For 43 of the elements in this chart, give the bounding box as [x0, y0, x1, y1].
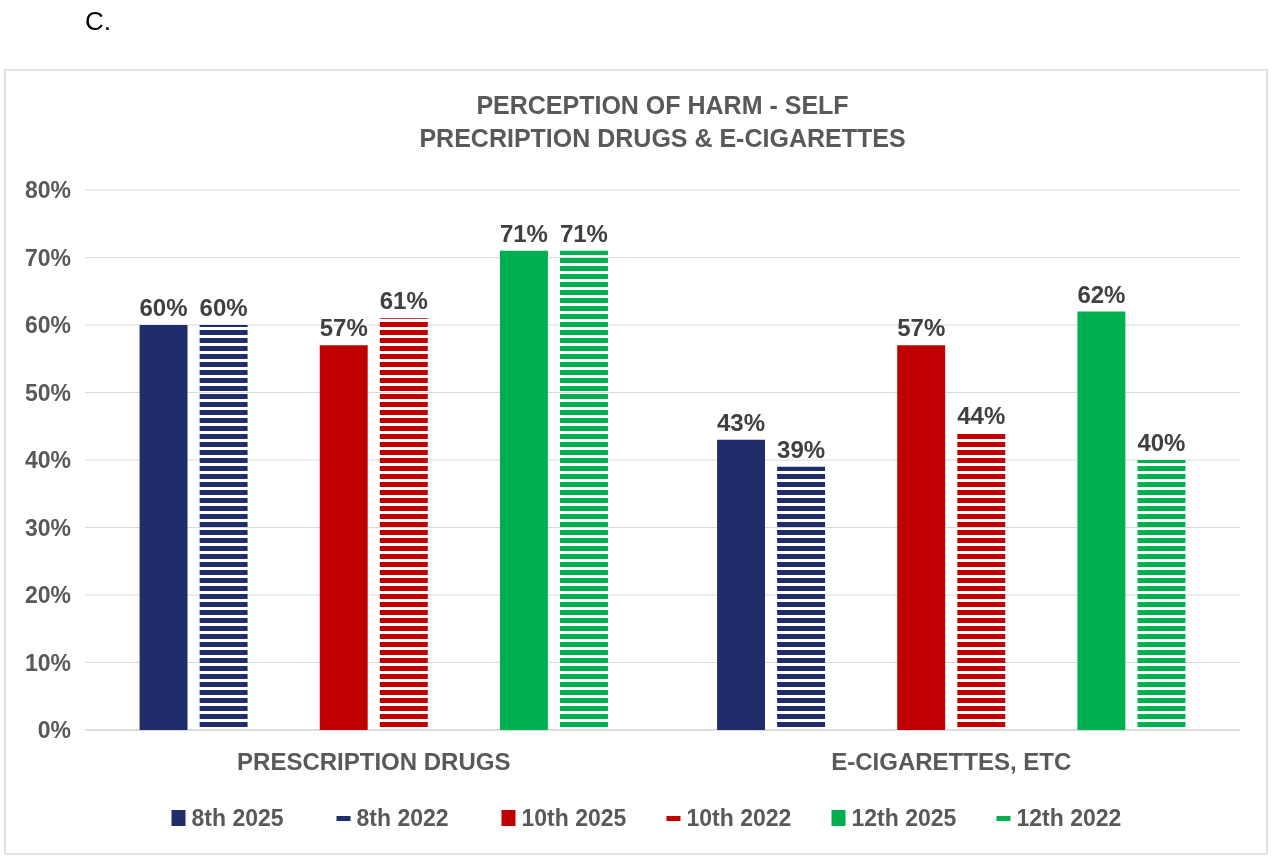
bar	[897, 345, 946, 730]
bar	[717, 439, 766, 730]
bar	[379, 318, 428, 730]
bar	[559, 250, 608, 730]
legend-label: 10th 2022	[686, 805, 792, 831]
legend-label: 8th 2025	[191, 805, 284, 831]
y-tick-label: 60%	[24, 312, 71, 338]
bar	[319, 345, 368, 730]
bar	[139, 325, 188, 730]
y-tick-label: 80%	[24, 177, 71, 203]
y-tick-label: 40%	[24, 447, 71, 473]
data-label: 62%	[1077, 280, 1126, 308]
legend-label: 10th 2025	[521, 805, 627, 831]
text: C.	[85, 6, 111, 36]
data-label: 44%	[957, 402, 1006, 429]
x-tick-label: E-CIGARETTES, ETC	[831, 748, 1072, 775]
bar	[777, 466, 826, 730]
y-tick-label: 20%	[24, 582, 71, 608]
y-tick-label: 50%	[24, 379, 71, 406]
bar	[1077, 311, 1126, 730]
data-label: 57%	[319, 314, 368, 342]
bar	[499, 250, 548, 730]
chart-title: PERCEPTION OF HARM - SELF PRECRIPTION DRUGS & E-CIGARETTES	[419, 91, 906, 152]
legend-label: 8th 2022	[356, 805, 449, 831]
bar	[1137, 460, 1186, 730]
data-label: 71%	[559, 219, 608, 247]
bar	[957, 433, 1006, 730]
data-label: 57%	[897, 314, 946, 342]
data-label: 60%	[139, 294, 188, 321]
data-label: 40%	[1137, 429, 1186, 456]
y-tick-label: 30%	[24, 514, 71, 541]
y-tick-label: 10%	[24, 649, 71, 676]
legend-label: 12th 2022	[1016, 805, 1122, 831]
data-label: 43%	[717, 408, 766, 436]
x-tick-label: PRESCRIPTION DRUGS	[237, 748, 511, 775]
y-tick-label: 70%	[24, 244, 71, 271]
bar	[199, 325, 248, 730]
data-label: 61%	[379, 287, 428, 315]
legend-label: 12th 2025	[851, 805, 957, 831]
data-label: 39%	[777, 435, 826, 463]
data-label: 60%	[199, 294, 248, 321]
y-tick-label: 0%	[37, 717, 71, 743]
data-label: 71%	[499, 219, 548, 247]
